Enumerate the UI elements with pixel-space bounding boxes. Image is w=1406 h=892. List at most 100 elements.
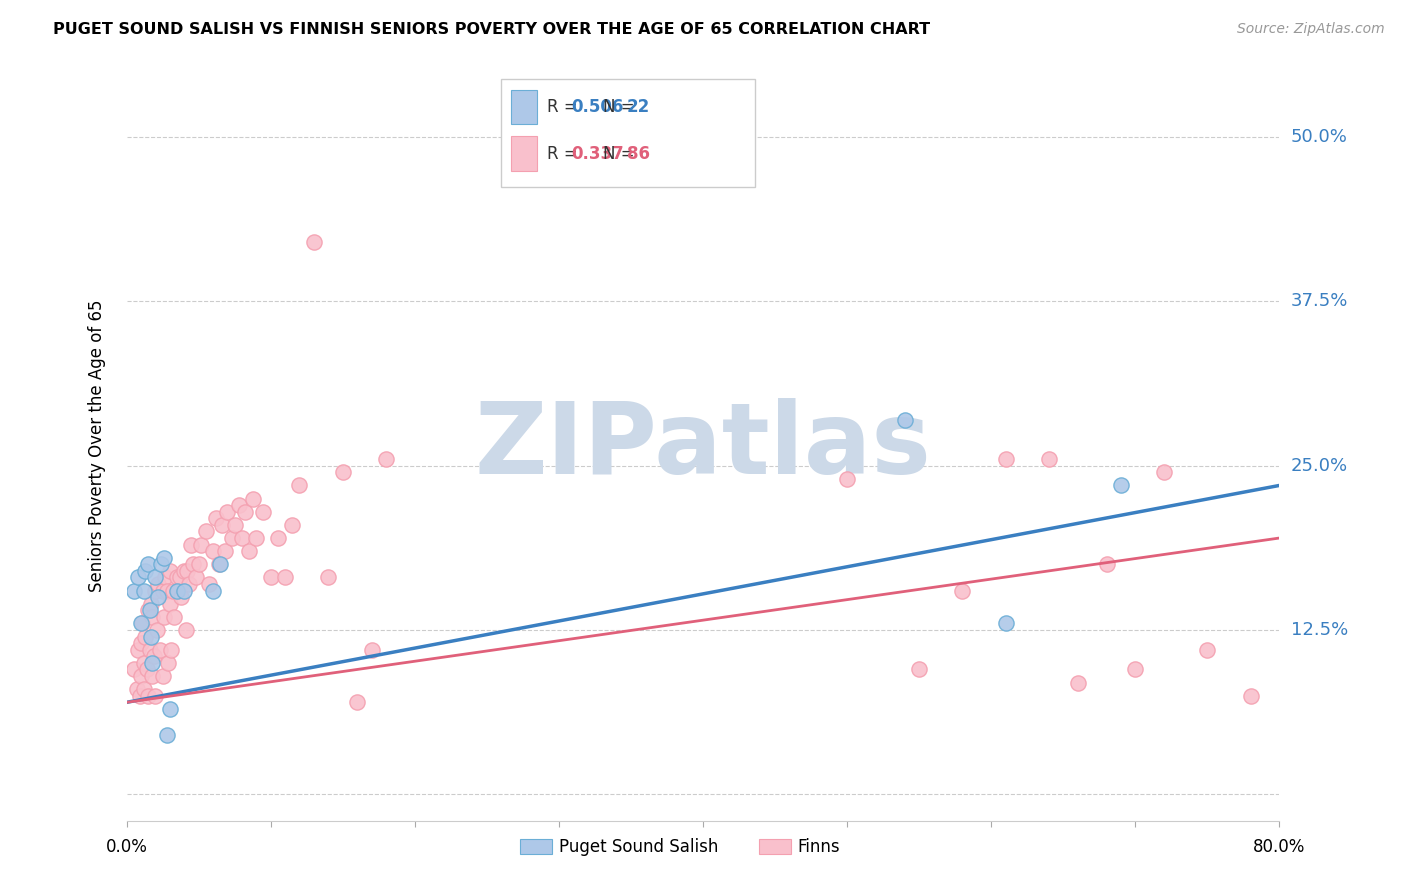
Point (360, 642, 382, 657)
Point (152, 669, 174, 683)
Point (159, 564, 181, 578)
Text: 0.506: 0.506 (571, 98, 623, 116)
Point (187, 558, 209, 572)
Point (214, 544, 236, 558)
Point (835, 472, 858, 486)
Point (233, 505, 256, 519)
Point (217, 505, 239, 519)
Text: 25.0%: 25.0% (1291, 457, 1348, 475)
Point (155, 570, 177, 584)
Point (162, 583, 184, 598)
Point (160, 642, 183, 657)
Point (169, 570, 191, 584)
Point (252, 505, 274, 519)
Point (950, 583, 973, 598)
Point (177, 577, 200, 591)
Point (122, 583, 145, 598)
Point (1240, 689, 1263, 703)
Point (908, 663, 931, 677)
Point (224, 517, 246, 532)
Point (145, 570, 166, 584)
Text: PUGET SOUND SALISH VS FINNISH SENIORS POVERTY OVER THE AGE OF 65 CORRELATION CHA: PUGET SOUND SALISH VS FINNISH SENIORS PO… (53, 22, 931, 37)
Text: 86: 86 (627, 145, 650, 163)
Point (180, 538, 202, 552)
Point (202, 583, 225, 598)
Point (302, 235, 325, 250)
Text: ZIPatlas: ZIPatlas (475, 398, 931, 494)
Point (1125, 663, 1147, 677)
Point (242, 491, 264, 506)
Point (152, 583, 174, 598)
Point (202, 544, 225, 558)
Point (163, 610, 186, 624)
Point (139, 597, 162, 611)
Point (142, 649, 165, 664)
Point (1038, 452, 1060, 467)
Point (156, 583, 179, 598)
Text: R =: R = (547, 98, 583, 116)
Point (894, 413, 917, 427)
Point (205, 511, 228, 525)
Point (127, 642, 149, 657)
Text: 80.0%: 80.0% (1253, 838, 1306, 855)
Point (1095, 558, 1118, 572)
Point (197, 577, 219, 591)
Point (141, 669, 163, 683)
Point (148, 577, 170, 591)
Point (122, 663, 145, 677)
Point (1197, 642, 1219, 657)
Point (148, 590, 170, 604)
Point (1109, 478, 1132, 492)
Point (994, 452, 1017, 467)
Point (173, 564, 195, 578)
Text: 22: 22 (627, 98, 650, 116)
Point (346, 695, 368, 709)
Point (146, 623, 169, 637)
Point (159, 597, 181, 611)
Text: Puget Sound Salish: Puget Sound Salish (558, 838, 718, 855)
Point (157, 656, 180, 670)
Text: 12.5%: 12.5% (1291, 621, 1348, 639)
Point (374, 452, 398, 467)
Point (173, 583, 195, 598)
Text: Finns: Finns (797, 838, 841, 855)
Point (167, 583, 190, 598)
Point (318, 570, 340, 584)
Point (159, 702, 181, 716)
Point (131, 616, 153, 631)
Point (170, 590, 193, 604)
Point (208, 558, 231, 572)
Point (145, 689, 166, 703)
Point (174, 623, 197, 637)
Text: 50.0%: 50.0% (1291, 128, 1347, 146)
Point (231, 531, 253, 545)
Point (288, 478, 311, 492)
Point (281, 517, 304, 532)
Point (132, 682, 155, 697)
Point (141, 656, 163, 670)
Text: Source: ZipAtlas.com: Source: ZipAtlas.com (1237, 22, 1385, 37)
Point (156, 728, 179, 742)
Text: 37.5%: 37.5% (1291, 293, 1348, 310)
Point (150, 558, 173, 572)
Point (209, 558, 232, 572)
Point (132, 583, 155, 598)
Point (134, 564, 156, 578)
Point (129, 616, 152, 631)
Point (238, 544, 260, 558)
Y-axis label: Seniors Poverty Over the Age of 65: Seniors Poverty Over the Age of 65 (87, 300, 105, 592)
Text: R =: R = (547, 145, 583, 163)
Point (190, 538, 212, 552)
Point (194, 524, 217, 539)
Point (166, 570, 188, 584)
Point (141, 610, 163, 624)
Point (994, 616, 1017, 631)
Point (184, 570, 207, 584)
Point (181, 558, 204, 572)
Point (134, 630, 156, 644)
Point (145, 583, 166, 598)
Text: N =: N = (603, 98, 640, 116)
Text: 0.0%: 0.0% (105, 838, 148, 855)
Point (136, 689, 159, 703)
Point (128, 689, 150, 703)
